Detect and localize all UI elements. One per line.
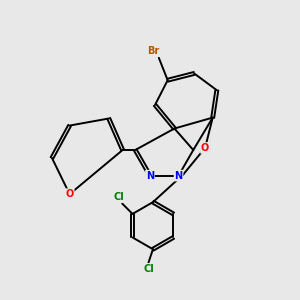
Text: O: O xyxy=(65,189,74,199)
Text: N: N xyxy=(175,171,183,181)
Text: Cl: Cl xyxy=(114,192,125,202)
Text: Br: Br xyxy=(147,46,159,56)
Text: O: O xyxy=(201,143,209,153)
Text: Cl: Cl xyxy=(143,264,154,274)
Text: N: N xyxy=(146,171,154,181)
